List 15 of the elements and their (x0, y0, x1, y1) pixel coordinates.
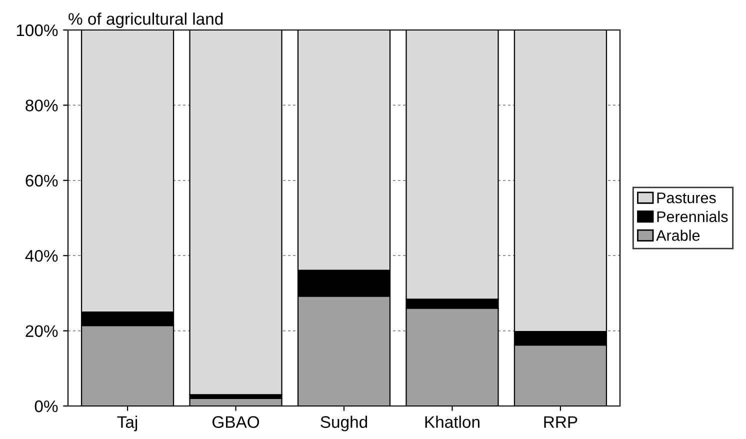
x-tick-label: Taj (117, 416, 138, 432)
legend-label: Arable (656, 230, 700, 241)
x-tick-label: RRP (544, 416, 578, 428)
y-tick-label: 80% (26, 100, 58, 112)
y-tick-label: 0% (34, 400, 58, 412)
x-tick-label: GBAO (212, 416, 260, 428)
y-tick-label: 60% (26, 174, 58, 187)
y-tick-label: 20% (26, 325, 58, 338)
legend-label: Pastures (657, 192, 716, 204)
x-tick-label: Khatlon (425, 416, 480, 428)
legend-label: Perennials (657, 210, 728, 222)
y-tick-label: 40% (25, 250, 58, 262)
y-axis-title: % of agricultural land (68, 12, 223, 28)
y-tick-label: 100% (16, 24, 58, 36)
x-tick-label: Sughd (320, 416, 368, 432)
